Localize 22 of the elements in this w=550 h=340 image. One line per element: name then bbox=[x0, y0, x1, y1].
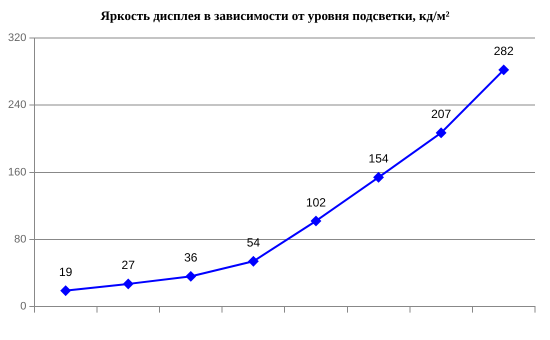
y-tick-label: 80 bbox=[14, 233, 26, 246]
point bbox=[186, 271, 196, 282]
point bbox=[60, 286, 71, 296]
y-tick-label: 240 bbox=[8, 99, 26, 112]
point bbox=[248, 256, 258, 266]
y-tick-label: 320 bbox=[8, 32, 26, 44]
data-label: 154 bbox=[368, 152, 389, 166]
y-tick-label: 0 bbox=[20, 300, 26, 313]
point bbox=[374, 172, 384, 182]
point bbox=[310, 216, 321, 226]
data-label: 207 bbox=[431, 107, 452, 122]
point bbox=[436, 128, 446, 138]
data-label: 36 bbox=[184, 250, 198, 265]
chart-title: Яркость дисплея в зависимости от уровня подсветки, кд/м² bbox=[100, 8, 450, 25]
point bbox=[123, 278, 134, 289]
y-tick-label: 160 bbox=[8, 166, 26, 178]
data-label: 19 bbox=[58, 264, 73, 279]
data-label: 102 bbox=[306, 195, 326, 210]
point bbox=[498, 64, 509, 75]
data-label: 282 bbox=[494, 44, 514, 58]
data-label: 54 bbox=[246, 236, 260, 250]
data-label: 27 bbox=[122, 258, 136, 272]
